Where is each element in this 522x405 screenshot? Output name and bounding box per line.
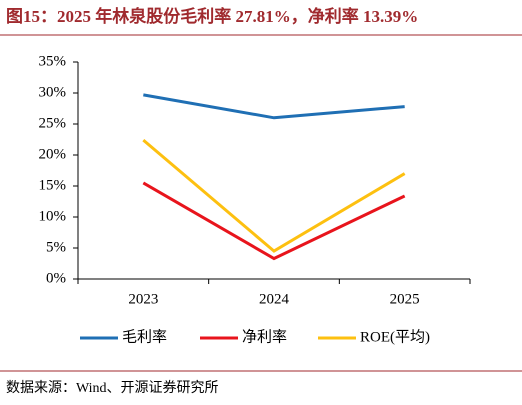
series-line (142, 138, 406, 253)
chart-title: 图15：2025 年林泉股份毛利率 27.81%，净利率 13.39% (6, 6, 418, 26)
x-tick-label: 2025 (390, 291, 420, 307)
legend-label: 净利率 (242, 328, 287, 345)
y-tick-label: 5% (46, 239, 66, 255)
y-tick-label: 15% (39, 177, 67, 193)
y-tick-label: 10% (39, 208, 67, 224)
y-tick-label: 35% (39, 53, 67, 69)
source: 数据来源：Wind、开源证券研究所 (6, 380, 219, 396)
y-tick-label: 0% (46, 270, 66, 286)
series-line (142, 181, 406, 261)
legend-label: 毛利率 (122, 328, 167, 345)
y-tick-label: 25% (39, 115, 67, 131)
y-tick-label: 30% (39, 84, 67, 100)
x-tick-label: 2024 (259, 291, 290, 307)
y-tick-label: 20% (39, 146, 67, 162)
series-line (143, 93, 405, 120)
legend-label: ROE(平均) (360, 328, 430, 345)
x-tick-label: 2023 (128, 291, 158, 307)
